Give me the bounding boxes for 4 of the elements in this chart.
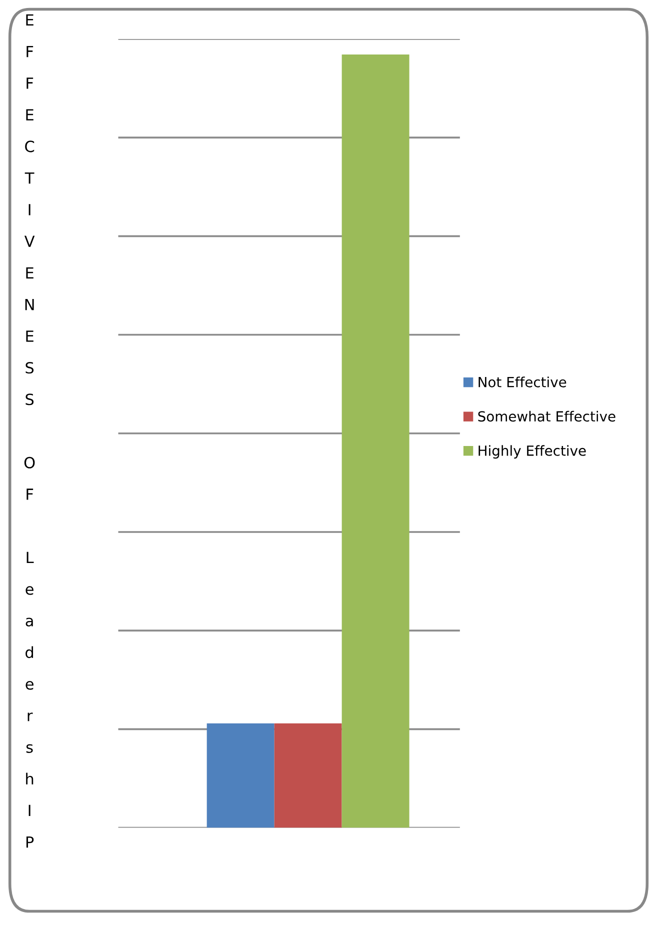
legend-label: Not Effective — [478, 376, 566, 388]
legend-label: Somewhat Effective — [478, 410, 616, 422]
legend-label: Highly Effective — [478, 445, 586, 459]
text: EFFECTIVENESS OF LeadershIP — [24, 14, 35, 848]
